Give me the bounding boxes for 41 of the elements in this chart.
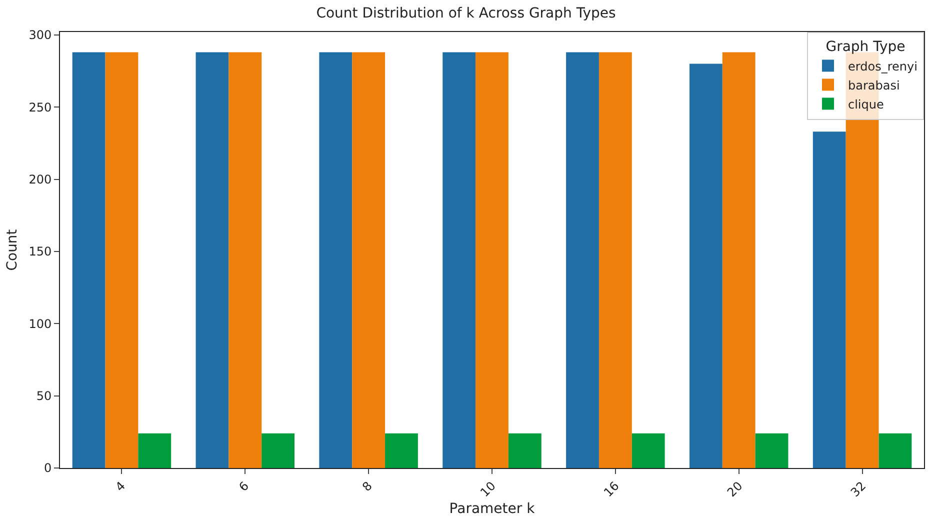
bar	[878, 433, 912, 468]
bar	[689, 64, 722, 468]
bar	[72, 52, 106, 468]
bar	[566, 52, 599, 468]
x-axis-title: Parameter k	[449, 500, 536, 517]
x-tick-label: 6	[236, 478, 252, 494]
bar	[319, 52, 352, 468]
bar	[196, 52, 229, 468]
y-tick-label: 100	[28, 316, 52, 331]
y-tick-label: 250	[28, 100, 52, 114]
bar	[508, 433, 542, 468]
y-tick-label: 300	[28, 28, 52, 42]
bar	[476, 52, 508, 468]
x-tick-label: 20	[724, 478, 746, 500]
legend-label: barabasi	[848, 78, 900, 92]
bar	[138, 433, 172, 468]
bar	[385, 433, 418, 468]
bar	[352, 52, 386, 468]
legend-title: Graph Type	[826, 39, 906, 56]
chart-title: Count Distribution of k Across Graph Types	[316, 6, 616, 22]
bar	[105, 52, 138, 468]
bar	[755, 433, 788, 468]
x-tick-label: 16	[601, 478, 622, 500]
bar	[632, 433, 665, 468]
y-tick-label: 50	[36, 389, 52, 404]
y-tick-label: 200	[28, 172, 52, 186]
x-tick-label: 32	[848, 478, 869, 500]
bar	[598, 52, 632, 468]
bar	[262, 433, 295, 468]
bar	[228, 52, 262, 468]
legend-label: clique	[848, 97, 884, 112]
bar	[722, 52, 756, 468]
x-tick-label: 4	[112, 478, 128, 494]
x-tick-label: 8	[360, 478, 375, 494]
y-axis-title: Count	[4, 228, 20, 271]
bar	[812, 132, 846, 468]
bar	[442, 52, 476, 468]
y-tick-label: 150	[28, 244, 52, 259]
x-tick-label: 10	[478, 478, 498, 500]
y-tick-label: 0	[44, 461, 52, 476]
legend-label: erdos_renyi	[848, 59, 918, 74]
